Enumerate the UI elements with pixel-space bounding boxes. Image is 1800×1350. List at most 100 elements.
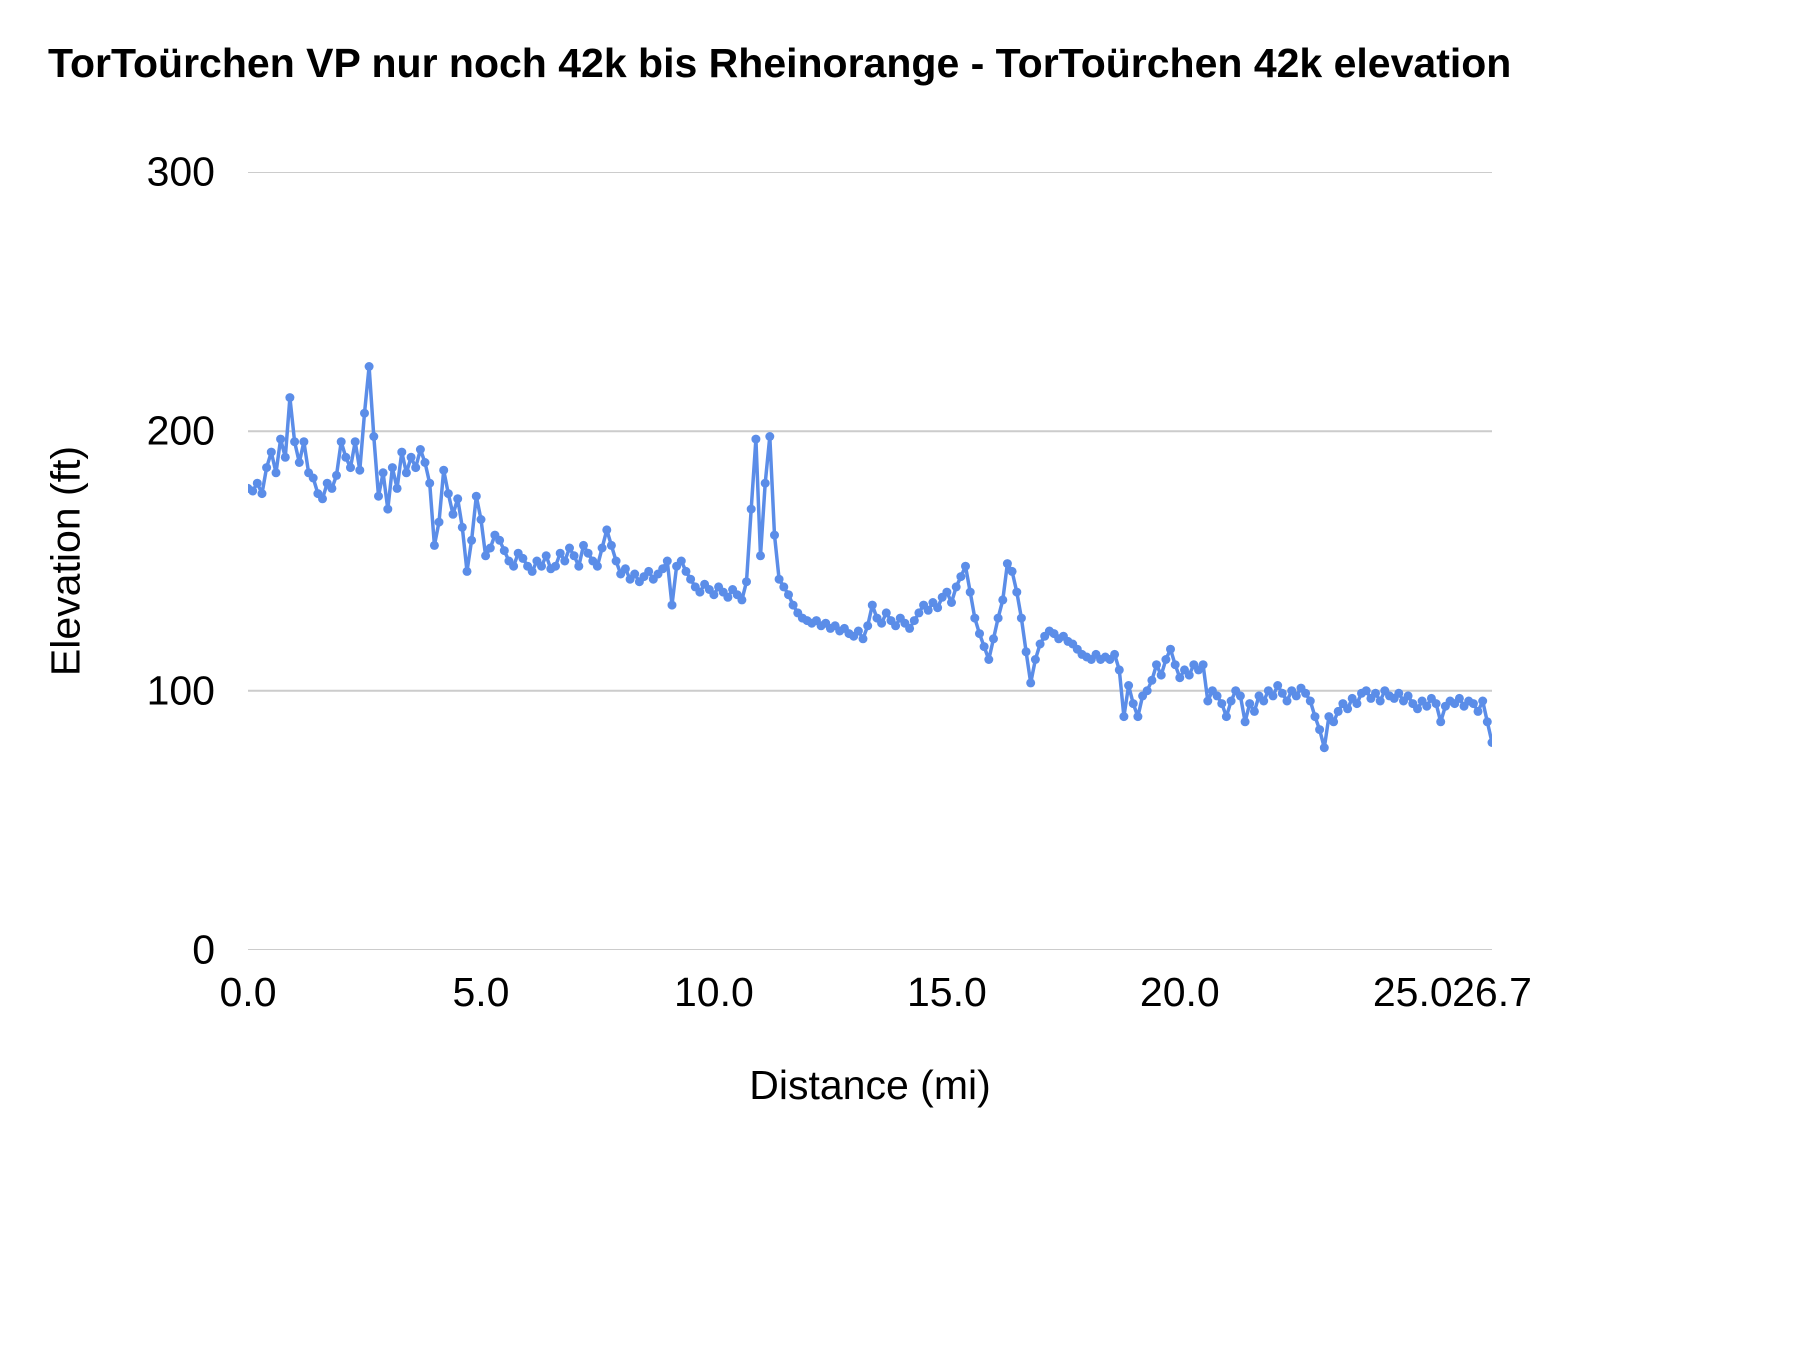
data-point-marker — [942, 587, 952, 597]
data-point-marker — [392, 483, 402, 493]
data-point-marker — [1319, 743, 1329, 753]
data-point-marker — [1226, 696, 1236, 706]
data-point-marker — [1436, 717, 1446, 727]
data-point-marker — [961, 561, 970, 571]
data-point-marker — [471, 491, 481, 501]
data-point-marker — [518, 553, 528, 563]
data-point-marker — [909, 616, 919, 626]
plot-area — [243, 171, 1497, 951]
data-point-marker — [774, 574, 784, 584]
data-point-marker — [1352, 699, 1362, 709]
data-point-marker — [1217, 699, 1227, 709]
data-point-marker — [485, 543, 495, 553]
data-point-marker — [676, 556, 686, 566]
x-tick-label: 20.0 — [1139, 969, 1220, 1015]
data-point-marker — [374, 491, 383, 501]
data-point-marker — [923, 605, 933, 615]
data-point-marker — [1394, 688, 1404, 698]
data-point-marker — [914, 608, 924, 618]
data-point-marker — [1175, 673, 1185, 683]
data-point-marker — [760, 478, 770, 488]
data-point-marker — [742, 577, 751, 587]
data-point-marker — [1221, 712, 1231, 722]
data-point-marker — [332, 470, 341, 480]
data-point-marker — [667, 600, 677, 610]
data-point-marker — [1273, 681, 1283, 690]
data-point-marker — [425, 478, 435, 488]
data-point-marker — [788, 600, 798, 610]
data-point-marker — [280, 452, 290, 462]
data-point-marker — [630, 569, 640, 579]
data-point-marker — [252, 478, 262, 488]
data-point-marker — [1021, 647, 1031, 657]
y-tick-label: 0 — [192, 926, 215, 973]
data-point-marker — [1282, 696, 1292, 706]
data-point-marker — [737, 595, 747, 605]
data-point-marker — [1413, 704, 1422, 714]
data-point-marker — [1198, 660, 1208, 670]
data-point-marker — [271, 468, 281, 478]
data-point-marker — [299, 437, 309, 447]
data-point-marker — [597, 543, 607, 553]
data-point-marker — [318, 494, 327, 504]
data-point-marker — [1305, 696, 1315, 706]
data-point-marker — [989, 634, 998, 644]
data-point-marker — [723, 592, 733, 602]
data-point-marker — [993, 613, 1003, 623]
data-point-marker — [401, 468, 411, 478]
data-point-marker — [863, 621, 873, 631]
data-point-marker — [681, 566, 691, 576]
data-point-marker — [1343, 704, 1353, 714]
data-point-marker — [565, 543, 574, 553]
x-tick-label: 5.0 — [452, 969, 510, 1015]
x-tick-label: 0.0 — [219, 969, 277, 1015]
data-point-marker — [709, 590, 719, 600]
data-point-marker — [1478, 696, 1488, 706]
data-point-marker — [262, 463, 272, 473]
data-point-marker — [369, 432, 379, 441]
data-point-marker — [1375, 696, 1385, 706]
x-tick-label: 15.0 — [906, 969, 987, 1015]
data-point-marker — [1482, 717, 1492, 727]
data-point-marker — [327, 483, 337, 493]
x-tick-label: 10.0 — [674, 969, 754, 1015]
data-point-marker — [1147, 675, 1157, 685]
data-point-marker — [443, 489, 453, 499]
data-point-marker — [751, 434, 761, 444]
data-point-marker — [1454, 693, 1464, 703]
data-point-marker — [290, 437, 300, 447]
chart-title: TorToürchen VP nur noch 42k bis Rheinora… — [48, 40, 1512, 86]
data-point-marker — [574, 561, 584, 571]
elevation-series-line — [246, 364, 1494, 750]
data-point-marker — [341, 452, 351, 462]
data-point-marker — [1249, 706, 1259, 716]
data-point-marker — [364, 362, 374, 371]
data-point-marker — [509, 561, 519, 571]
data-point-marker — [537, 561, 546, 571]
data-point-marker — [1487, 738, 1497, 747]
data-point-marker — [285, 393, 295, 403]
data-point-marker — [1240, 717, 1250, 727]
data-point-marker — [406, 452, 416, 462]
data-point-marker — [1277, 688, 1287, 698]
data-point-marker — [1403, 691, 1413, 701]
data-point-marker — [1468, 699, 1478, 709]
data-point-marker — [1119, 712, 1129, 722]
data-point-marker — [1026, 678, 1036, 688]
data-point-marker — [1301, 688, 1311, 698]
data-point-marker — [1422, 701, 1432, 711]
data-point-marker — [881, 608, 891, 618]
data-point-marker — [1431, 699, 1441, 709]
data-point-marker — [1128, 699, 1138, 709]
data-point-marker — [499, 546, 509, 556]
data-point-marker — [481, 551, 491, 561]
data-point-marker — [434, 517, 444, 527]
x-tick-label: 26.7 — [1452, 969, 1532, 1015]
data-point-marker — [1310, 712, 1320, 722]
data-point-marker — [620, 564, 630, 574]
data-point-marker — [429, 540, 439, 550]
data-point-marker — [1371, 688, 1380, 698]
data-point-marker — [420, 458, 430, 467]
data-point-marker — [686, 574, 696, 584]
